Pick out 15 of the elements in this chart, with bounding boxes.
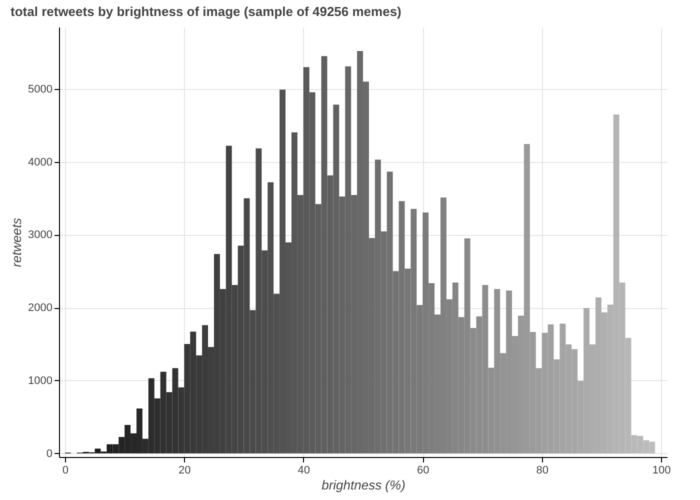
x-tick-label: 0 [62, 464, 69, 476]
y-tick-label: 3000 [28, 229, 52, 242]
x-tick-label: 20 [178, 464, 191, 476]
y-tick-label: 2000 [28, 302, 52, 314]
x-tick-label: 40 [298, 464, 310, 476]
y-tick-label: 4000 [28, 156, 52, 168]
y-tick-label: 0 [46, 448, 52, 460]
y-tick-label: 5000 [28, 83, 52, 96]
chart-title: total retweets by brightness of image (sample of 49256 memes) [10, 4, 402, 19]
x-tick-label: 60 [416, 464, 430, 476]
x-tick-label: 100 [652, 464, 671, 476]
x-tick-label: 80 [536, 464, 548, 476]
x-axis-title: brightness (%) [322, 478, 406, 492]
y-axis-title: retweets [9, 217, 24, 268]
y-tick-label: 1000 [28, 374, 52, 387]
